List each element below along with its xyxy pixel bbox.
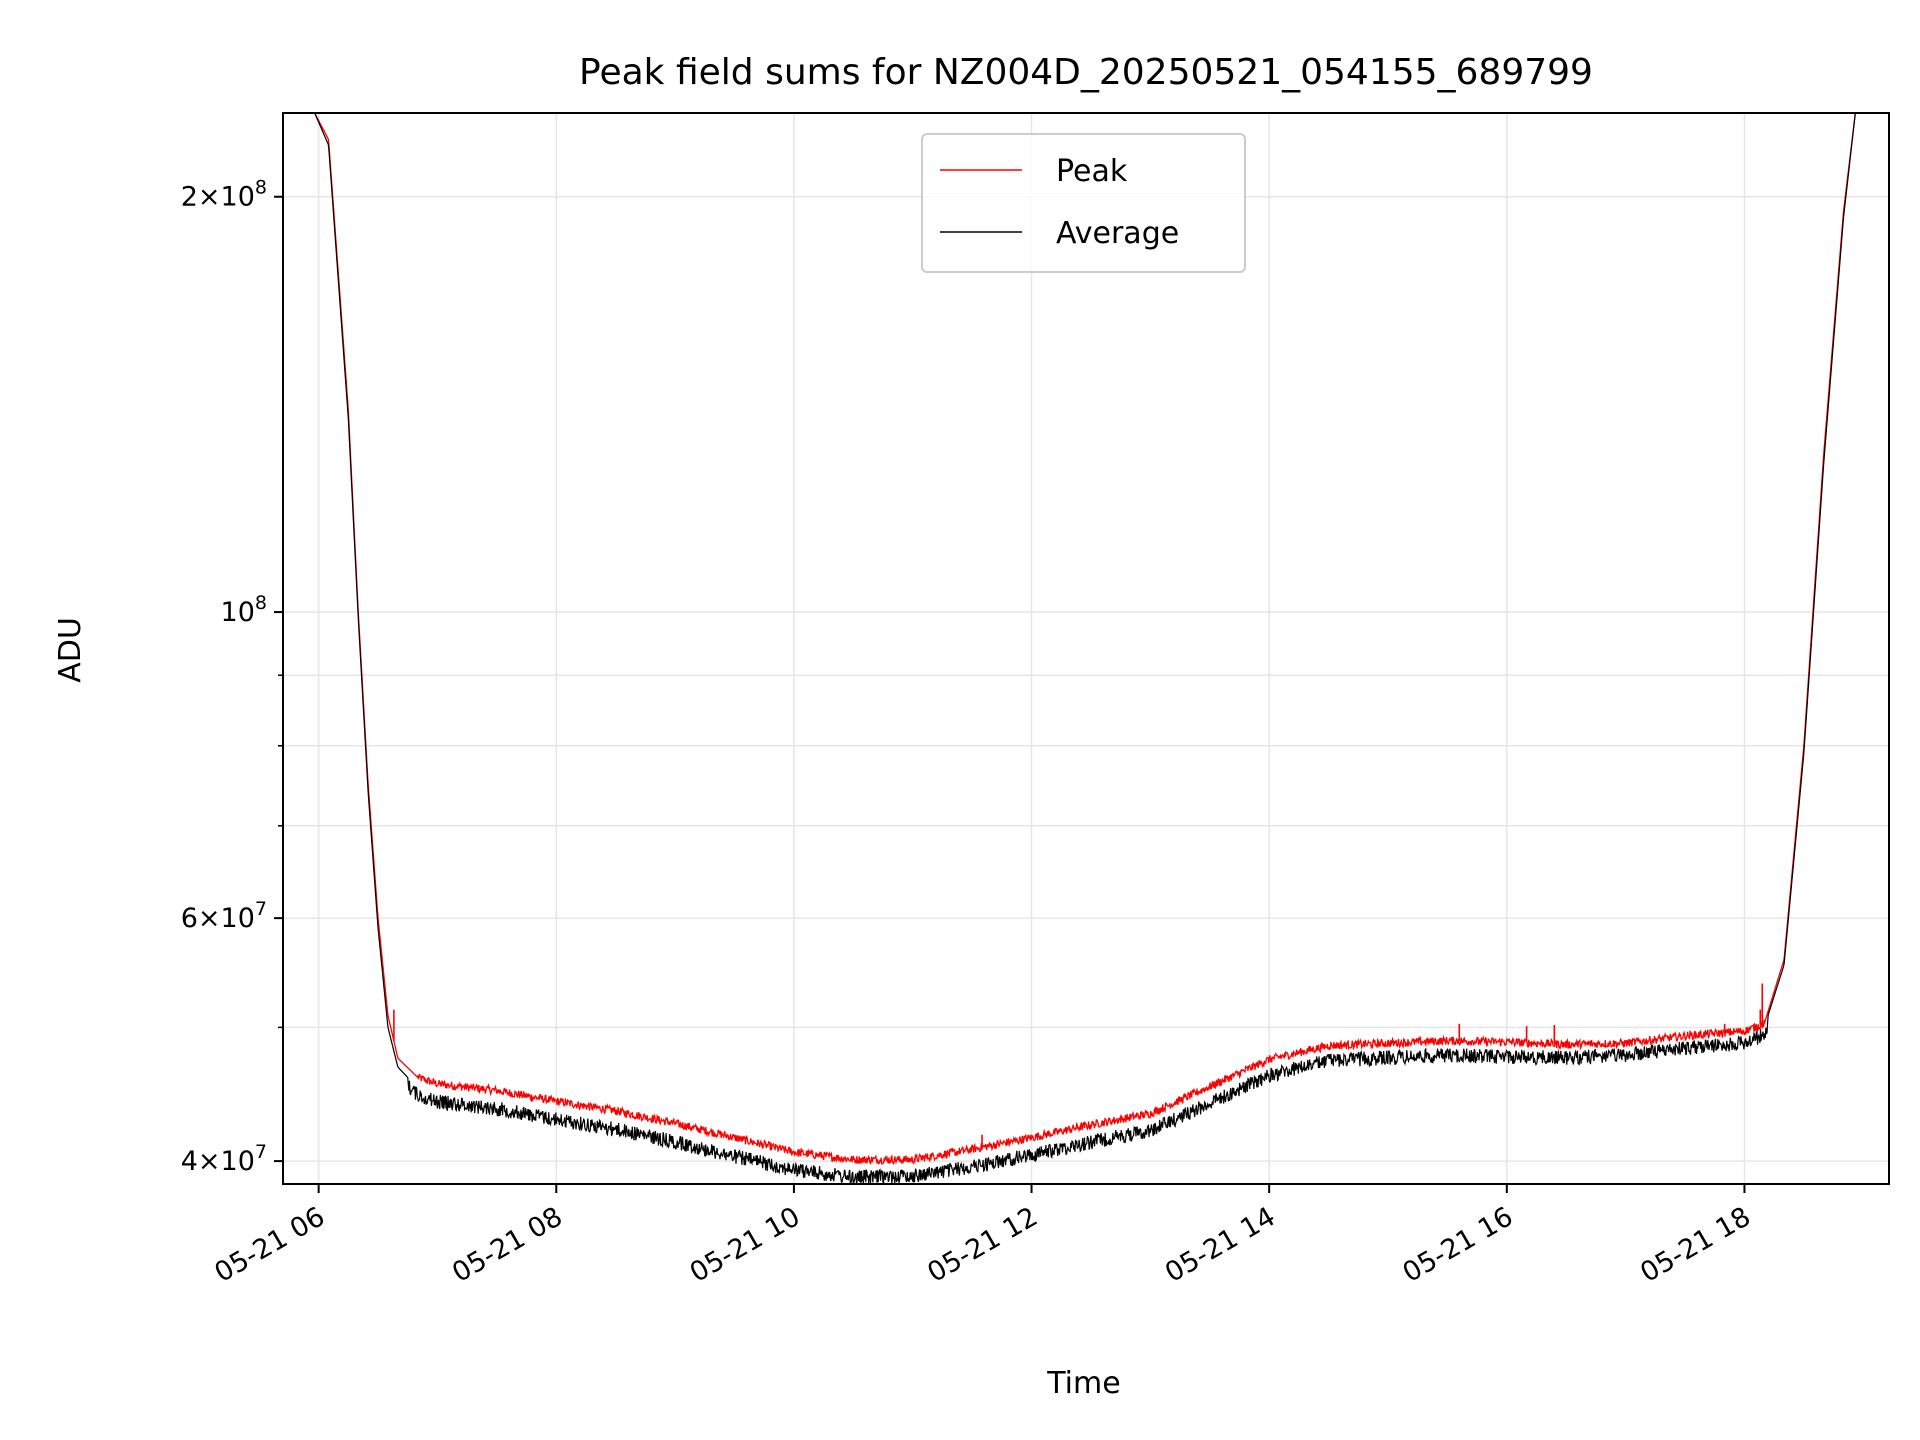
legend-label-peak: Peak <box>1056 154 1128 189</box>
y-tick-label: 4×107 <box>181 1141 267 1177</box>
series-line-peak <box>314 113 1856 1166</box>
plot-frame <box>282 112 1890 1185</box>
y-axis: 4×107 6×107 108 2×108 <box>181 177 283 1177</box>
series-layer <box>314 113 1856 1184</box>
legend: Peak Average <box>921 133 1246 273</box>
y-tick-label: 6×107 <box>181 898 267 934</box>
chart-title: Peak field sums for NZ004D_20250521_0541… <box>579 52 1593 93</box>
series-line-average <box>314 113 1856 1184</box>
legend-box <box>921 133 1246 273</box>
y-axis-title: ADU <box>53 617 88 683</box>
x-axis-title: Time <box>1046 1366 1120 1401</box>
y-tick-label: 108 <box>221 592 267 628</box>
y-tick-label: 2×108 <box>181 177 267 213</box>
legend-label-average: Average <box>1056 216 1179 251</box>
